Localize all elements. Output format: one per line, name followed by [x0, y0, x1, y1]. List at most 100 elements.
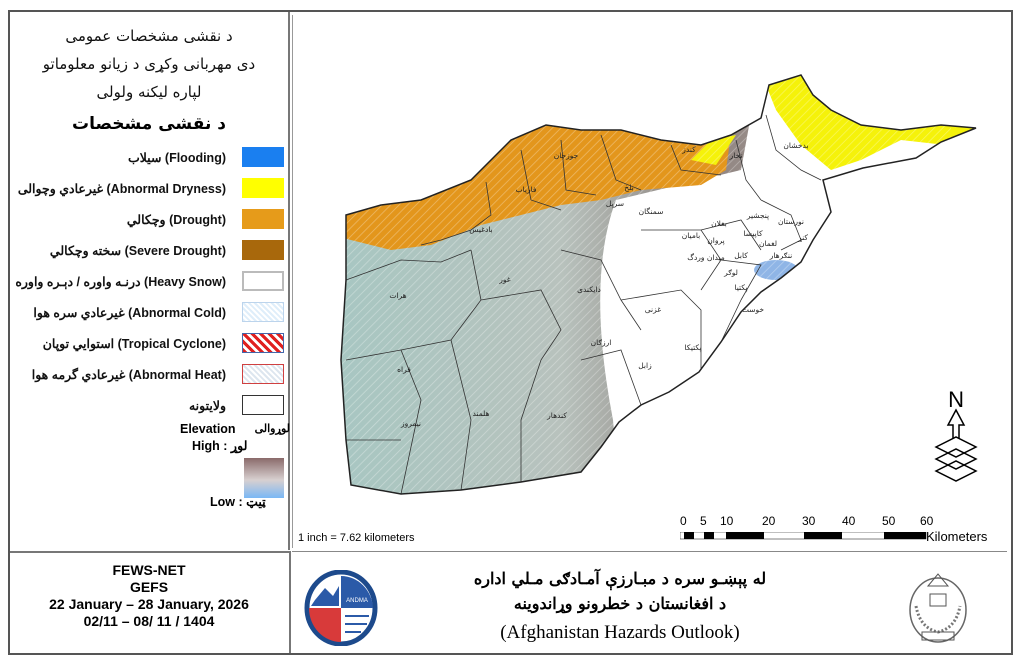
province-label: کنړ [797, 233, 808, 242]
province-label: پکتیکا [684, 343, 701, 352]
legend-item: غیرعادي گرمه هوا (Abnormal Heat) [10, 361, 288, 392]
map-scale-text: 1 inch = 7.62 kilometers [298, 532, 415, 544]
scale-tick-label: 5 [700, 514, 707, 528]
legend-item: ولایتونه [10, 392, 288, 423]
legend-heading: د نقشی مشخصات [72, 114, 226, 134]
province-label: نورستان [778, 217, 804, 226]
province-label: کندهار [546, 411, 567, 420]
legend-item: سخته وچکالي (Severe Drought) [10, 237, 288, 268]
legend-intro-line: لپاره لیکنه ولولی [96, 83, 202, 101]
legend-item: درنـه واوره / دېـره واوره (Heavy Snow) [10, 268, 288, 299]
legend-intro: د نقشی مشخصات عمومی دی مهربانی وکړی د زی… [10, 22, 288, 106]
legend-item-label: درنـه واوره / دېـره واوره (Heavy Snow) [15, 275, 226, 289]
province-label: میدان وردگ [687, 252, 725, 262]
north-arrow: N [934, 387, 978, 482]
afghanistan-map[interactable]: بدخشان تخار کندز بلخ جوزجان فاریاب سمنگان سرپل ب… [293, 15, 1010, 548]
elevation-legend: Elevation لوړوالی High : لوړ Low : ټیټ [180, 422, 290, 509]
province-label: جوزجان [554, 151, 579, 160]
province-label: تخار [729, 151, 743, 160]
legend-item-label: سیلاب (Flooding) [127, 151, 226, 165]
legend-swatch [242, 364, 284, 384]
province-label: سمنگان [639, 207, 664, 216]
legend-swatch [242, 333, 284, 353]
province-label: ننګرهار [769, 251, 793, 260]
elevation-title: Elevation [180, 422, 236, 436]
legend-item-label: سخته وچکالي (Severe Drought) [49, 244, 226, 258]
legend-item-label: وچکالي (Drought) [126, 213, 226, 227]
title-line: له پېښـو سره د مبـارزې آمـادګی مـلي ادار… [473, 569, 767, 588]
layers-icon [934, 436, 978, 482]
province-label: سرپل [606, 199, 624, 208]
legend-item-label: غیرعادي گرمه هوا (Abnormal Heat) [31, 368, 226, 382]
province-label: پروان [707, 236, 724, 245]
legend-panel: د نقشی مشخصات عمومی دی مهربانی وکړی د زی… [10, 12, 290, 550]
province-label: فراه [397, 365, 411, 374]
divider [289, 551, 291, 653]
elevation-ramp [244, 458, 284, 498]
andma-logo-text: ANDMA [346, 598, 368, 604]
legend-item: وچکالي (Drought) [10, 206, 288, 237]
divider [292, 551, 1007, 552]
map-area[interactable]: بدخشان تخار کندز بلخ جوزجان فاریاب سمنگان سرپل ب… [292, 15, 1010, 548]
legend-item-label: ولایتونه [188, 399, 226, 413]
legend-item: غیرعادي سره هوا (Abnormal Cold) [10, 299, 288, 330]
legend-item-label: غیرعادي وچوالی (Abnormal Dryness) [17, 182, 226, 196]
emblem-logo [909, 573, 967, 643]
legend-swatch [242, 147, 284, 167]
scale-unit: Kilometers [926, 529, 988, 544]
legend-swatch [242, 395, 284, 415]
legend-item-label: استوایي توپان (Tropical Cyclone) [42, 337, 226, 351]
province-labels: بدخشان تخار کندز بلخ جوزجان فاریاب سمنگان سرپل ب… [389, 141, 808, 428]
solar-date-range: 02/11 – 08/ 11 / 1404 [83, 613, 215, 629]
legend-swatch [242, 302, 284, 322]
province-label: پنجشیر [746, 211, 769, 220]
scale-tick-label: 50 [882, 514, 896, 528]
province-label: بلخ [624, 183, 633, 192]
elevation-low: Low : ټیټ [210, 495, 266, 509]
scale-tick-label: 20 [762, 514, 776, 528]
province-label: زابل [638, 361, 652, 370]
province-label: ارزګان [591, 338, 612, 347]
province-boundaries [345, 114, 822, 494]
title-line: د افغانستان د خطرونو وړاندوینه [513, 594, 727, 613]
province-label: خوست [742, 305, 765, 314]
elevation-title-ps: لوړوالی [254, 423, 290, 435]
legend-intro-line: دی مهربانی وکړی د زیانو معلوماتو [42, 55, 256, 73]
elevation-high: High : لوړ [192, 439, 248, 453]
model-name: GEFS [129, 579, 169, 595]
scale-tick-label: 60 [920, 514, 934, 528]
province-label: بغلان [711, 219, 727, 228]
org-name: FEWS-NET [112, 562, 186, 578]
legend-item: سیلاب (Flooding) [10, 144, 288, 175]
forecast-info: FEWS-NET GEFS 22 January – 28 January, 2… [10, 562, 288, 630]
province-label: هلمند [473, 409, 490, 418]
legend-item-label: غیرعادي سره هوا (Abnormal Cold) [33, 306, 226, 320]
legend-item: استوایي توپان (Tropical Cyclone) [10, 330, 288, 361]
legend-intro-line: د نقشی مشخصات عمومی [65, 27, 233, 45]
legend-swatch [242, 240, 284, 260]
legend-swatch [242, 209, 284, 229]
date-range: 22 January – 28 January, 2026 [49, 596, 249, 612]
province-label: فاریاب [516, 185, 537, 194]
province-label: کاپیسا [743, 229, 763, 238]
province-label: نیمروز [400, 419, 421, 428]
province-label: کندز [681, 145, 696, 154]
legend-swatch [242, 271, 284, 291]
north-arrow-label: N [948, 387, 964, 412]
province-label: دایکندی [577, 285, 601, 294]
scale-tick-label: 0 [680, 514, 687, 528]
province-label: هرات [389, 291, 406, 300]
andma-logo: ANDMA [304, 570, 378, 646]
province-label: غور [498, 275, 510, 284]
legend-swatch [242, 178, 284, 198]
scale-tick-label: 30 [802, 514, 816, 528]
province-label: بادغیس [469, 225, 492, 234]
report-title-english: (Afghanistan Hazards Outlook) [500, 622, 740, 643]
scale-bar-graphic [680, 532, 927, 540]
scale-tick-label: 40 [842, 514, 856, 528]
province-label: لغمان [759, 239, 777, 248]
province-label: پکتیا [734, 283, 747, 292]
province-label: بامیان [682, 231, 700, 240]
province-label: لوګر [723, 268, 738, 277]
scale-tick-label: 10 [720, 514, 734, 528]
